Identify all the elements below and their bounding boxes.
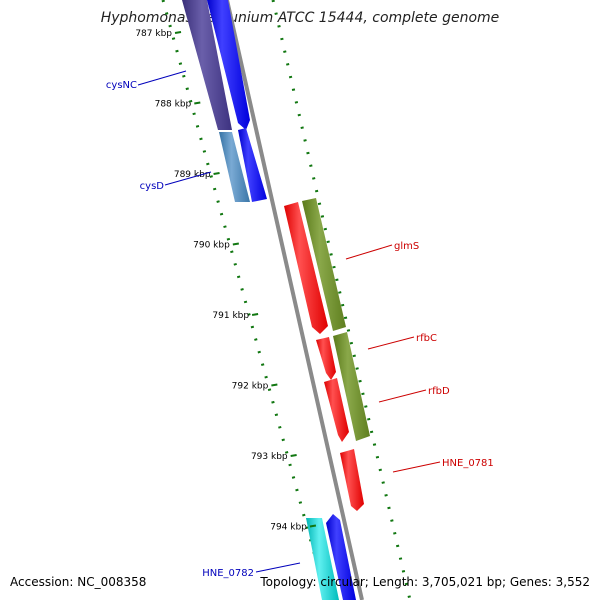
gene-rfbC-arrow[interactable] (316, 337, 336, 380)
cog-band-cysD (219, 132, 250, 202)
coordinate-ticks: 787 kbp 788 kbp 789 kbp 790 kbp 791 kbp 792 k… (135, 29, 317, 533)
tick-label: 790 kbp (193, 241, 230, 251)
leader-line-HNE_0781 (392, 461, 441, 473)
leader-line-cysNC (137, 70, 187, 86)
gene-cysD-arrow[interactable] (238, 128, 267, 202)
tick-mark (290, 454, 297, 457)
gene-label-HNE_0781[interactable]: HNE_0781 (442, 458, 494, 469)
gene-label-rfbD[interactable]: rfbD (428, 386, 450, 397)
gene-cysNC-arrow[interactable] (207, 0, 250, 130)
gene-labels: cysNC cysD glmS rfbC rfbD HNE_0781 HNE_0782 (106, 70, 494, 579)
gene-glmS-cog-band (302, 198, 346, 331)
gene-label-rfbC[interactable]: rfbC (416, 333, 437, 344)
leader-line-rfbC (367, 336, 415, 350)
tick-mark (194, 101, 201, 105)
tick-label: 794 kbp (270, 523, 307, 533)
gene-HNE_0782-arrow[interactable] (326, 514, 356, 600)
leader-line-HNE_0782 (255, 562, 301, 573)
gene-label-glmS[interactable]: glmS (394, 241, 419, 252)
leader-line-glmS (345, 244, 393, 260)
gene-glmS-arrow[interactable] (284, 202, 328, 334)
tick-label: 787 kbp (135, 29, 172, 39)
genome-summary-text: Topology: circular; Length: 3,705,021 bp… (260, 575, 590, 589)
tick-mark (174, 31, 182, 34)
cog-band-HNE_0782 (306, 518, 339, 600)
tick-label: 789 kbp (174, 170, 211, 180)
accession-text: Accession: NC_008358 (10, 575, 147, 589)
tick-mark (213, 172, 220, 175)
tick-label: 792 kbp (232, 382, 269, 392)
tick-mark (271, 383, 278, 387)
leader-line-cysD (164, 171, 212, 186)
tick-label: 788 kbp (155, 100, 192, 110)
tick-mark (251, 313, 259, 316)
tick-mark (309, 524, 317, 528)
gene-label-cysD[interactable]: cysD (140, 181, 165, 192)
cog-band-cysNC (182, 0, 232, 130)
gene-label-cysNC[interactable]: cysNC (106, 80, 137, 91)
gene-rfbC-cog-band (333, 332, 370, 441)
backbone-line (225, 0, 364, 600)
leader-line-rfbD (378, 389, 427, 403)
gene-HNE_0781-arrow[interactable] (340, 449, 364, 511)
gene-rfbD-arrow[interactable] (324, 378, 349, 442)
tick-label: 791 kbp (212, 311, 249, 321)
gene-label-HNE_0782[interactable]: HNE_0782 (202, 568, 254, 579)
tick-mark (232, 242, 239, 246)
tick-label: 793 kbp (251, 452, 288, 462)
inner-guide-line (161, 0, 329, 600)
